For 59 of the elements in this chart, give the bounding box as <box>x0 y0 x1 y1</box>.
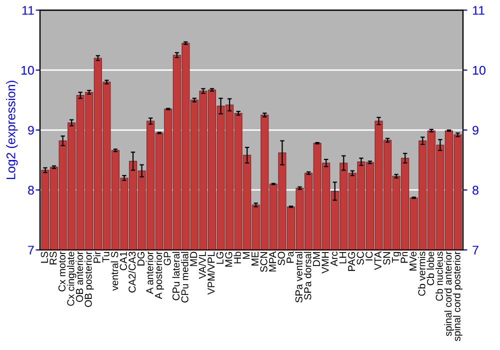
x-tick-label: Cx motor <box>58 251 66 292</box>
x-tick-label: A posterior <box>154 251 164 300</box>
x-tick-label: Pa <box>286 251 294 263</box>
x-tick-label: M <box>242 252 250 259</box>
y2-tick-label: 8 <box>472 186 478 195</box>
x-tick-label: MVe <box>410 252 417 270</box>
x-tick-label: Arc <box>330 252 338 266</box>
x-tick-label: LG <box>216 252 224 264</box>
y2-tick-label: 9 <box>472 126 478 135</box>
x-tick-label: LS <box>40 252 48 263</box>
x-tick-label: MPA <box>269 251 276 272</box>
x-tick-label: OB posterior <box>84 251 94 307</box>
x-tick-label: CA2/CA3 <box>128 252 136 292</box>
x-tick-label: CPu lateral <box>172 252 180 300</box>
x-tick-label: Tu <box>102 252 110 262</box>
y2-tick-label: 10 <box>472 66 486 75</box>
x-tick-label: Cb lobe <box>426 252 434 286</box>
x-tick-label: spinal cord posterior <box>453 251 462 342</box>
x-tick-label: ME <box>252 252 258 266</box>
x-tick-label: VA/VL <box>198 252 206 279</box>
y-tick-label: 11 <box>22 6 34 15</box>
x-tick-label: SN <box>383 252 390 265</box>
x-tick-label: PAG <box>348 252 356 271</box>
x-tick-label: RS <box>50 252 57 264</box>
y2-tick-label: 11 <box>472 6 484 15</box>
x-tick-label: Cb nucleus <box>436 252 443 301</box>
y-tick-label: 9 <box>28 126 34 135</box>
x-tick-label: DG <box>137 252 144 266</box>
x-tick-label: SPa dorsal <box>304 252 312 300</box>
x-tick-label: Cb vermis <box>418 252 426 296</box>
x-tick-label: Cx cingulate <box>66 252 76 306</box>
x-tick-label: Pn <box>400 252 408 263</box>
x-tick-label: VTA <box>374 251 382 270</box>
x-tick-label: VMH <box>322 252 329 274</box>
x-tick-label: spinal cord anterior <box>444 251 454 336</box>
x-tick-label: OB anterior <box>76 251 84 302</box>
y-tick-label: 10 <box>21 66 34 75</box>
x-tick-label: IC <box>366 252 373 260</box>
x-tick-label: VPM/VPL <box>207 252 215 295</box>
y-axis-title: Log2 (expression) <box>6 80 18 180</box>
x-tick-label: MD <box>190 252 198 266</box>
x-tick-label: GP <box>164 252 171 266</box>
x-tick-label: ventral S <box>110 252 118 291</box>
x-tick-label: Pir <box>93 251 101 263</box>
x-tick-label: Tg <box>392 252 401 263</box>
y-tick-label: 7 <box>28 246 34 254</box>
x-tick-label: CPu medial <box>181 252 188 302</box>
x-tick-label: LH <box>339 252 346 264</box>
y2-tick-label: 7 <box>472 246 478 254</box>
y-tick-label: 8 <box>28 186 34 195</box>
x-tick-label: CA1 <box>120 252 127 270</box>
x-tick-label: SO <box>278 252 285 266</box>
x-tick-label: SCN <box>260 252 268 272</box>
x-tick-label: MG <box>225 252 232 267</box>
x-tick-label: SPa ventral <box>295 252 302 303</box>
x-tick-label: SC <box>356 252 364 265</box>
x-tick-label: A anterior <box>146 251 154 294</box>
x-tick-label: Hb <box>234 252 242 264</box>
x-tick-label: DM <box>313 252 320 266</box>
